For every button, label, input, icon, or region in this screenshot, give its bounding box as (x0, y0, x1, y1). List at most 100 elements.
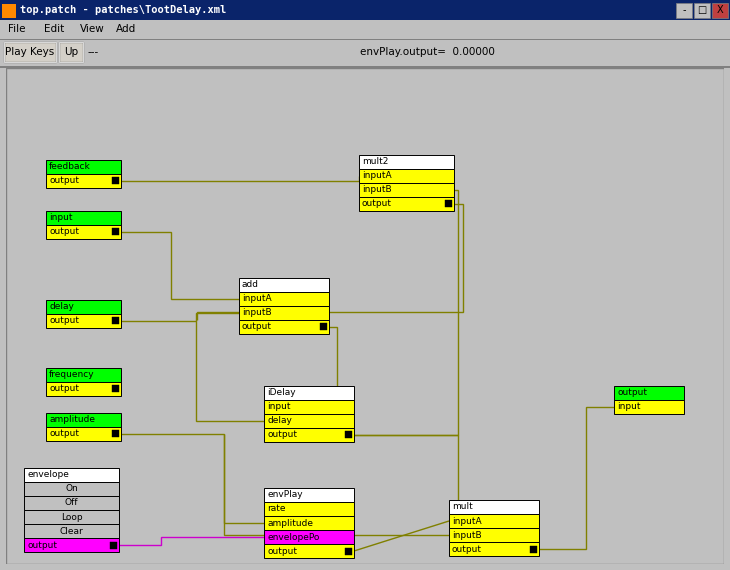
Bar (449, 514, 539, 528)
Text: inputB: inputB (452, 531, 482, 539)
Bar (24, 496, 119, 510)
Bar (264, 516, 354, 530)
Bar (110, 542, 117, 548)
Bar (46, 174, 121, 188)
Text: envelopePo: envelopePo (267, 532, 320, 541)
Bar (449, 542, 539, 556)
Bar (264, 400, 354, 414)
Bar (264, 488, 354, 502)
Bar (59, 42, 83, 62)
Text: inputA: inputA (362, 172, 391, 181)
Bar (264, 502, 354, 516)
Text: Off: Off (65, 499, 78, 507)
Text: output: output (617, 389, 647, 397)
Text: rate: rate (267, 504, 285, 514)
Bar (24, 538, 119, 552)
Text: File: File (8, 24, 26, 34)
Text: output: output (49, 227, 79, 237)
Bar (264, 544, 354, 558)
Bar (264, 530, 354, 544)
Bar (46, 314, 121, 328)
Text: Loop: Loop (61, 512, 82, 522)
Bar (320, 324, 327, 331)
Text: mult: mult (452, 503, 473, 511)
Bar (46, 382, 121, 396)
Bar (112, 177, 119, 185)
Text: X: X (717, 5, 723, 15)
Bar (4, 42, 56, 62)
Bar (264, 386, 354, 400)
Text: delay: delay (49, 303, 74, 311)
Bar (359, 169, 454, 183)
Text: Edit: Edit (44, 24, 64, 34)
Bar (59, 42, 83, 62)
Text: Add: Add (116, 24, 137, 34)
Text: output: output (267, 430, 297, 439)
Text: View: View (80, 24, 104, 34)
Text: iDelay: iDelay (267, 389, 296, 397)
Text: output: output (452, 544, 482, 553)
Text: envPlay: envPlay (267, 491, 303, 499)
Bar (449, 528, 539, 542)
Text: input: input (49, 214, 72, 222)
Text: envelope: envelope (27, 470, 69, 479)
Bar (359, 155, 454, 169)
Bar (614, 400, 684, 414)
Bar (46, 160, 121, 174)
Text: Up: Up (64, 47, 78, 57)
Text: input: input (267, 402, 291, 412)
Bar (24, 468, 119, 482)
Text: add: add (242, 280, 259, 290)
Bar (239, 278, 329, 292)
Bar (24, 482, 119, 496)
Text: -: - (683, 5, 685, 15)
Text: ---: --- (88, 47, 99, 57)
Bar (112, 430, 119, 438)
Bar (359, 183, 454, 197)
Bar (530, 545, 537, 552)
Bar (46, 300, 121, 314)
Text: input: input (617, 402, 640, 412)
Text: output: output (49, 177, 79, 185)
Text: output: output (49, 430, 79, 438)
Text: □: □ (697, 5, 707, 15)
Text: inputA: inputA (242, 295, 272, 303)
Bar (239, 292, 329, 306)
Text: inputB: inputB (242, 308, 272, 317)
Bar (345, 548, 352, 555)
Bar (449, 500, 539, 514)
Bar (112, 317, 119, 324)
Bar (24, 524, 119, 538)
Bar (676, 3, 692, 18)
Bar (239, 320, 329, 334)
Text: output: output (362, 200, 392, 209)
Text: amplitude: amplitude (49, 416, 95, 425)
Bar (0, 39, 730, 40)
Bar (445, 201, 452, 207)
Bar (46, 427, 121, 441)
Bar (694, 3, 710, 18)
Text: output: output (49, 316, 79, 325)
Bar (24, 510, 119, 524)
Bar (264, 428, 354, 442)
Text: mult2: mult2 (362, 157, 388, 166)
Text: Clear: Clear (60, 527, 83, 535)
Text: output: output (27, 540, 57, 549)
Bar (264, 414, 354, 428)
Text: inputA: inputA (452, 516, 482, 526)
Text: output: output (267, 547, 297, 556)
Text: delay: delay (267, 417, 292, 425)
Bar (239, 306, 329, 320)
Text: output: output (242, 323, 272, 332)
Bar (712, 3, 728, 18)
Text: inputB: inputB (362, 185, 391, 194)
Bar (112, 229, 119, 235)
Bar (46, 368, 121, 382)
Bar (345, 431, 352, 438)
Text: Play Keys: Play Keys (5, 47, 55, 57)
Text: On: On (65, 484, 78, 494)
Text: feedback: feedback (49, 162, 91, 172)
Bar (614, 386, 684, 400)
Bar (2, 4, 16, 18)
Bar (359, 197, 454, 211)
